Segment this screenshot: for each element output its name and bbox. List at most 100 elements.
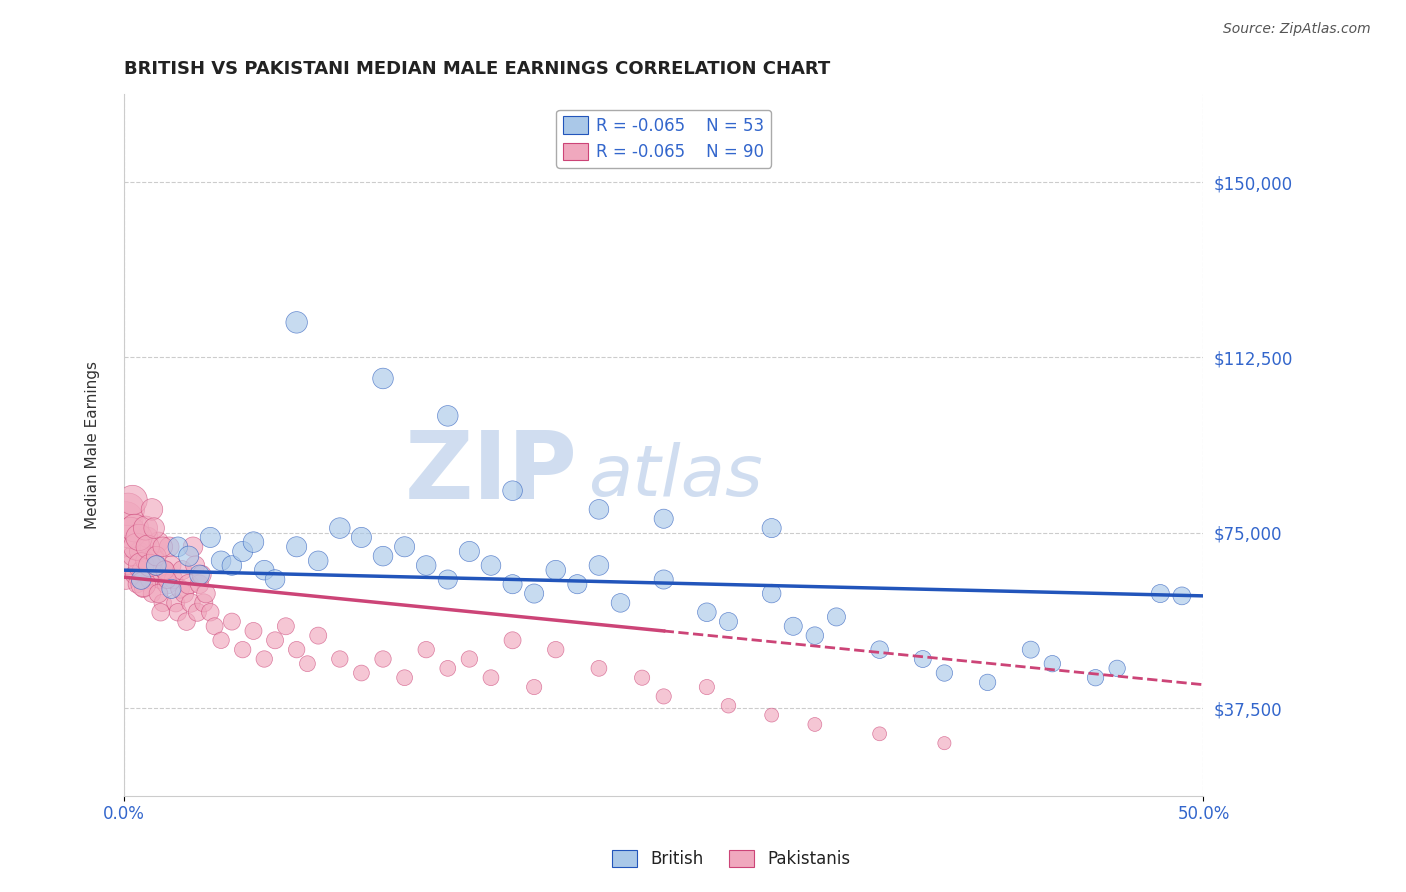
Point (523, 586, 546, 600)
Point (415, 642, 437, 657)
Point (125, 577, 148, 591)
Point (264, 633, 287, 648)
Point (523, 680, 546, 694)
Point (190, 567, 212, 582)
Point (458, 652, 481, 666)
Point (567, 577, 589, 591)
Text: ZIP: ZIP (405, 427, 578, 519)
Point (165, 596, 187, 610)
Point (148, 535, 170, 549)
Point (242, 535, 264, 549)
Point (160, 558, 183, 573)
Point (173, 586, 195, 600)
Point (221, 615, 243, 629)
Point (200, 605, 222, 619)
Point (188, 577, 211, 591)
Point (172, 563, 194, 577)
Point (285, 540, 308, 554)
Point (204, 619, 226, 633)
Point (350, 531, 373, 545)
Point (1019, 642, 1042, 657)
Point (869, 727, 891, 741)
Point (209, 554, 232, 568)
Point (415, 558, 437, 573)
Point (129, 558, 152, 573)
Point (307, 554, 329, 568)
Point (242, 624, 264, 638)
Point (350, 666, 373, 681)
Point (479, 671, 502, 685)
Point (139, 573, 162, 587)
Point (502, 633, 524, 648)
Point (149, 605, 172, 619)
Point (371, 371, 394, 385)
Point (371, 652, 394, 666)
Point (232, 544, 254, 558)
Point (193, 596, 215, 610)
Point (152, 596, 174, 610)
Point (297, 657, 319, 671)
Point (128, 544, 150, 558)
Point (143, 549, 166, 563)
Point (696, 680, 718, 694)
Point (804, 629, 827, 643)
Point (129, 573, 152, 587)
Point (209, 633, 232, 648)
Point (436, 661, 458, 675)
Point (1107, 661, 1129, 675)
Point (134, 554, 156, 568)
Point (156, 577, 179, 591)
Point (132, 577, 155, 591)
Point (1171, 589, 1194, 603)
Point (502, 577, 524, 591)
Point (124, 521, 146, 535)
Point (934, 736, 956, 750)
Point (631, 671, 654, 685)
Point (371, 549, 394, 563)
Point (153, 563, 176, 577)
Point (148, 586, 170, 600)
Text: atlas: atlas (588, 442, 762, 511)
Text: Source: ZipAtlas.com: Source: ZipAtlas.com (1223, 22, 1371, 37)
Point (120, 525, 142, 540)
Point (1040, 657, 1063, 671)
Y-axis label: Median Male Earnings: Median Male Earnings (86, 361, 100, 529)
Point (436, 573, 458, 587)
Point (782, 619, 804, 633)
Point (160, 582, 183, 596)
Point (124, 567, 146, 582)
Point (162, 573, 184, 587)
Point (761, 708, 783, 723)
Point (588, 558, 610, 573)
Point (115, 573, 138, 587)
Point (177, 549, 200, 563)
Legend: R = -0.065    N = 53, R = -0.065    N = 90: R = -0.065 N = 53, R = -0.065 N = 90 (557, 110, 770, 168)
Point (132, 582, 155, 596)
Point (761, 521, 783, 535)
Point (285, 315, 308, 329)
Point (180, 596, 202, 610)
Point (221, 558, 243, 573)
Point (588, 661, 610, 675)
Point (121, 493, 143, 508)
Point (188, 567, 211, 582)
Point (717, 698, 740, 713)
Point (761, 586, 783, 600)
Point (134, 521, 156, 535)
Point (232, 642, 254, 657)
Point (869, 642, 891, 657)
Point (125, 540, 148, 554)
Point (804, 717, 827, 731)
Point (253, 652, 276, 666)
Point (136, 540, 159, 554)
Point (153, 563, 176, 577)
Point (141, 586, 163, 600)
Point (436, 409, 458, 423)
Point (588, 502, 610, 516)
Point (934, 666, 956, 681)
Point (652, 690, 675, 704)
Point (652, 512, 675, 526)
Point (717, 615, 740, 629)
Point (329, 652, 352, 666)
Point (911, 652, 934, 666)
